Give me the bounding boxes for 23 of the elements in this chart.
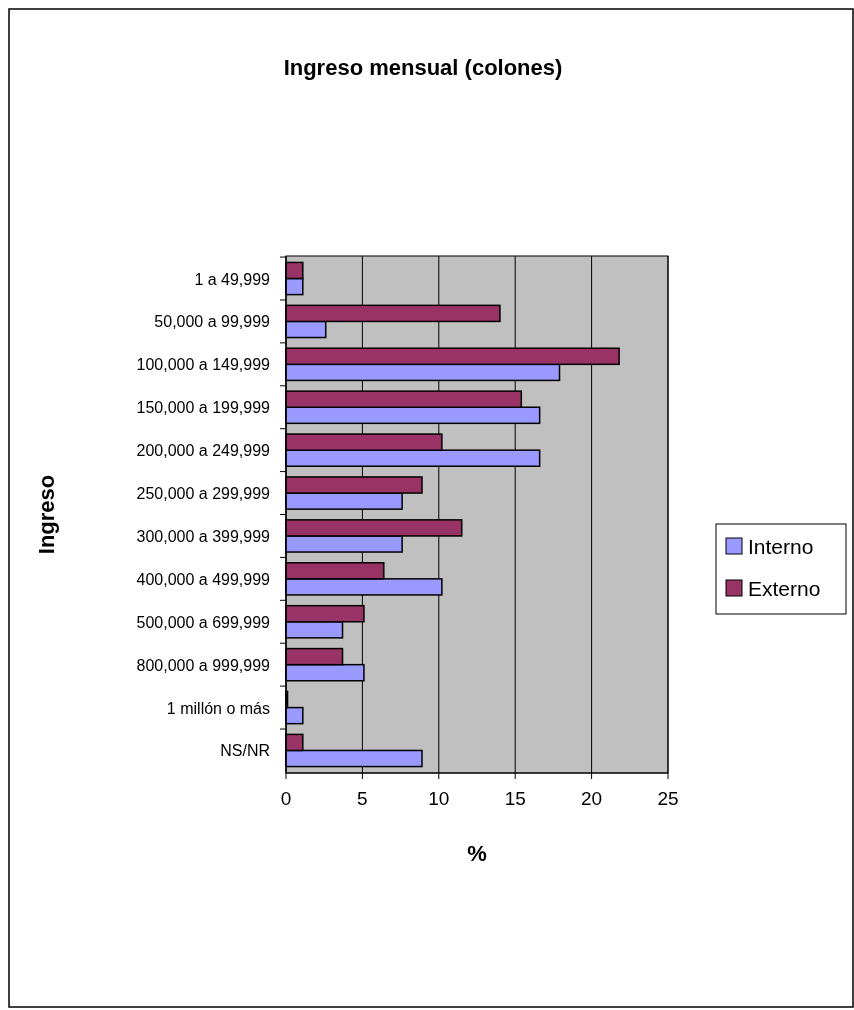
y-tick-label: 1 millón o más (166, 699, 270, 717)
legend-label: Externo (748, 577, 821, 600)
y-tick-label: 250,000 a 299,999 (136, 485, 271, 503)
y-tick-label: 400,000 a 499,999 (136, 570, 271, 588)
x-tick-label: 0 (280, 788, 292, 809)
x-tick-label: 5 (357, 788, 368, 809)
y-tick-label: 500,000 a 699,999 (136, 613, 271, 631)
x-tick-label: 15 (504, 788, 526, 809)
y-tick-label: 50,000 a 99,999 (154, 313, 271, 331)
x-axis-title: % (467, 841, 487, 866)
y-tick-label: 1 a 49,999 (194, 270, 271, 288)
y-tick-label: 200,000 a 249,999 (136, 442, 271, 460)
y-tick-label: 300,000 a 399,999 (136, 527, 271, 545)
x-tick-label: 25 (657, 788, 679, 809)
chart-title: Ingreso mensual (colones) (283, 55, 563, 80)
y-tick-label: NS/NR (220, 742, 270, 760)
x-tick-label: 10 (428, 788, 450, 809)
y-tick-label: 100,000 a 149,999 (136, 356, 271, 374)
legend-label: Interno (748, 535, 814, 558)
y-tick-label: 800,000 a 999,999 (136, 656, 271, 674)
x-tick-label: 20 (581, 788, 603, 809)
y-tick-label: 150,000 a 199,999 (136, 399, 271, 417)
y-axis-title: Ingreso (34, 474, 59, 555)
